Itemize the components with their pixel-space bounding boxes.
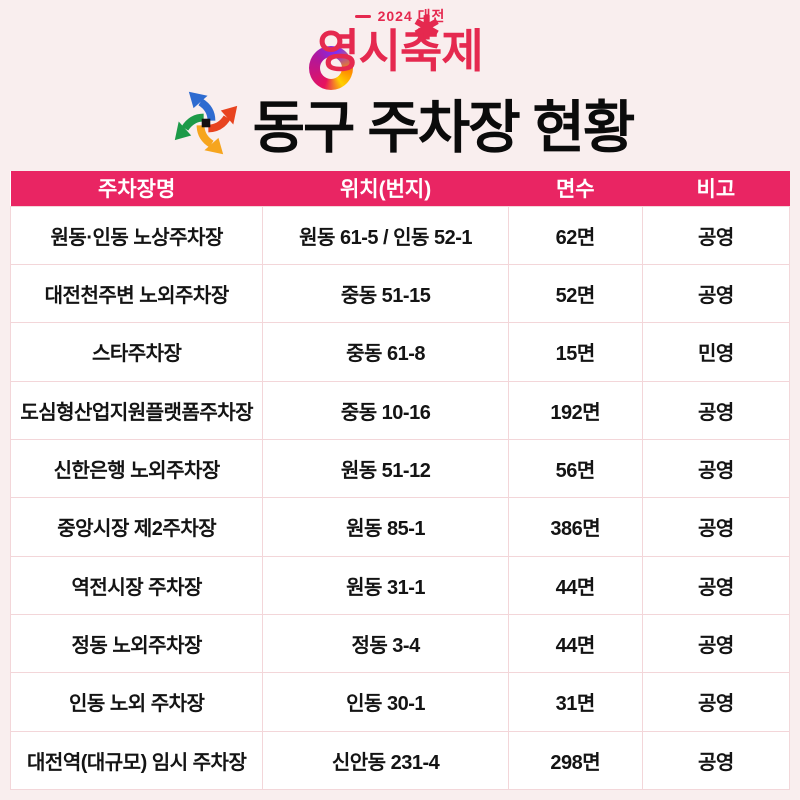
cell-spaces: 386면: [507, 497, 643, 557]
cell-spaces: 31면: [507, 672, 643, 732]
cell-spaces: 192면: [507, 380, 643, 440]
cell-parking-name: 역전시장 주차장: [9, 555, 264, 615]
col-header-spaces: 면수: [508, 171, 643, 206]
table-row: 역전시장 주차장 원동 31-1 44면 공영: [9, 555, 791, 615]
col-header-parking-name: 주차장명: [10, 171, 263, 206]
table-header-row: 주차장명 위치(번지) 면수 비고: [10, 171, 790, 206]
cell-parking-name: 대전역(대규모) 임시 주차장: [9, 730, 264, 791]
table-body: 원동·인동 노상주차장 원동 61-5 / 인동 52-1 62면 공영 대전천주변 노…: [9, 205, 791, 791]
cell-spaces: 298면: [507, 730, 643, 791]
parking-table-wrap: 주차장명 위치(번지) 면수 비고 원동·인동 노상주차장 원동 61-5 / 인…: [9, 171, 791, 791]
table-row: 신한은행 노외주차장 원동 51-12 56면 공영: [9, 438, 791, 499]
cell-parking-name: 스타주차장: [9, 322, 264, 382]
cell-note: 공영: [641, 438, 791, 499]
table-row: 중앙시장 제2주차장 원동 85-1 386면 공영: [9, 497, 791, 557]
table-row: 인동 노외 주차장 인동 30-1 31면 공영: [9, 672, 791, 732]
col-header-location: 위치(번지): [262, 171, 509, 206]
cell-note: 공영: [641, 730, 791, 791]
festival-logo-wordmark: 영시축제 ✱: [309, 12, 484, 91]
cell-parking-name: 인동 노외 주차장: [9, 672, 264, 732]
cell-note: 공영: [641, 497, 791, 557]
festival-logo-year: 2024 대전: [0, 6, 800, 26]
cell-location: 정동 3-4: [262, 613, 509, 674]
table-row: 대전천주변 노외주차장 중동 51-15 52면 공영: [9, 263, 791, 324]
festival-logo: 2024 대전 영시축제 ✱: [0, 6, 800, 91]
cell-location: 원동 31-1: [262, 555, 509, 615]
cell-parking-name: 도심형산업지원플랫폼주차장: [9, 380, 264, 440]
table-row: 대전역(대규모) 임시 주차장 신안동 231-4 298면 공영: [9, 730, 791, 791]
table-row: 스타주차장 중동 61-8 15면 민영: [9, 322, 791, 382]
cell-spaces: 52면: [507, 263, 643, 324]
cell-note: 공영: [641, 613, 791, 674]
cell-spaces: 56면: [507, 438, 643, 499]
cell-location: 원동 61-5 / 인동 52-1: [262, 205, 509, 265]
cell-note: 공영: [641, 672, 791, 732]
cell-note: 공영: [641, 263, 791, 324]
cell-location: 중동 61-8: [262, 322, 509, 382]
table-row: 정동 노외주차장 정동 3-4 44면 공영: [9, 613, 791, 674]
cell-note: 민영: [641, 322, 791, 382]
table-row: 원동·인동 노상주차장 원동 61-5 / 인동 52-1 62면 공영: [9, 205, 791, 265]
cell-location: 원동 85-1: [262, 497, 509, 557]
table-row: 도심형산업지원플랫폼주차장 중동 10-16 192면 공영: [9, 380, 791, 440]
festival-name: 영시축제: [317, 25, 483, 77]
cell-location: 중동 10-16: [262, 380, 509, 440]
cell-parking-name: 대전천주변 노외주차장: [9, 263, 264, 324]
cell-note: 공영: [641, 205, 791, 265]
pinwheel-icon: [174, 91, 237, 155]
cell-location: 인동 30-1: [262, 672, 509, 732]
parking-table: 주차장명 위치(번지) 면수 비고 원동·인동 노상주차장 원동 61-5 / 인…: [9, 171, 791, 791]
cell-location: 원동 51-12: [262, 438, 509, 499]
cell-spaces: 62면: [507, 205, 643, 265]
cell-note: 공영: [641, 555, 791, 615]
cell-spaces: 44면: [507, 613, 643, 674]
cell-parking-name: 중앙시장 제2주차장: [9, 497, 264, 557]
cell-spaces: 44면: [507, 555, 643, 615]
cell-spaces: 15면: [507, 322, 643, 382]
col-header-note: 비고: [642, 171, 790, 206]
asterisk-icon: ✱: [413, 10, 440, 46]
cell-parking-name: 신한은행 노외주차장: [9, 438, 264, 499]
cell-note: 공영: [641, 380, 791, 440]
page-title: 동구 주차장 현황: [252, 96, 636, 160]
cell-location: 신안동 231-4: [262, 730, 509, 791]
cell-parking-name: 정동 노외주차장: [9, 613, 264, 674]
cell-parking-name: 원동·인동 노상주차장: [9, 205, 264, 265]
title-row: 동구 주차장 현황: [0, 82, 800, 164]
logo-year-text: 2024 대전: [377, 8, 446, 24]
logo-dash: [354, 14, 371, 18]
gradient-ring-icon: [309, 46, 354, 91]
cell-location: 중동 51-15: [262, 263, 509, 324]
